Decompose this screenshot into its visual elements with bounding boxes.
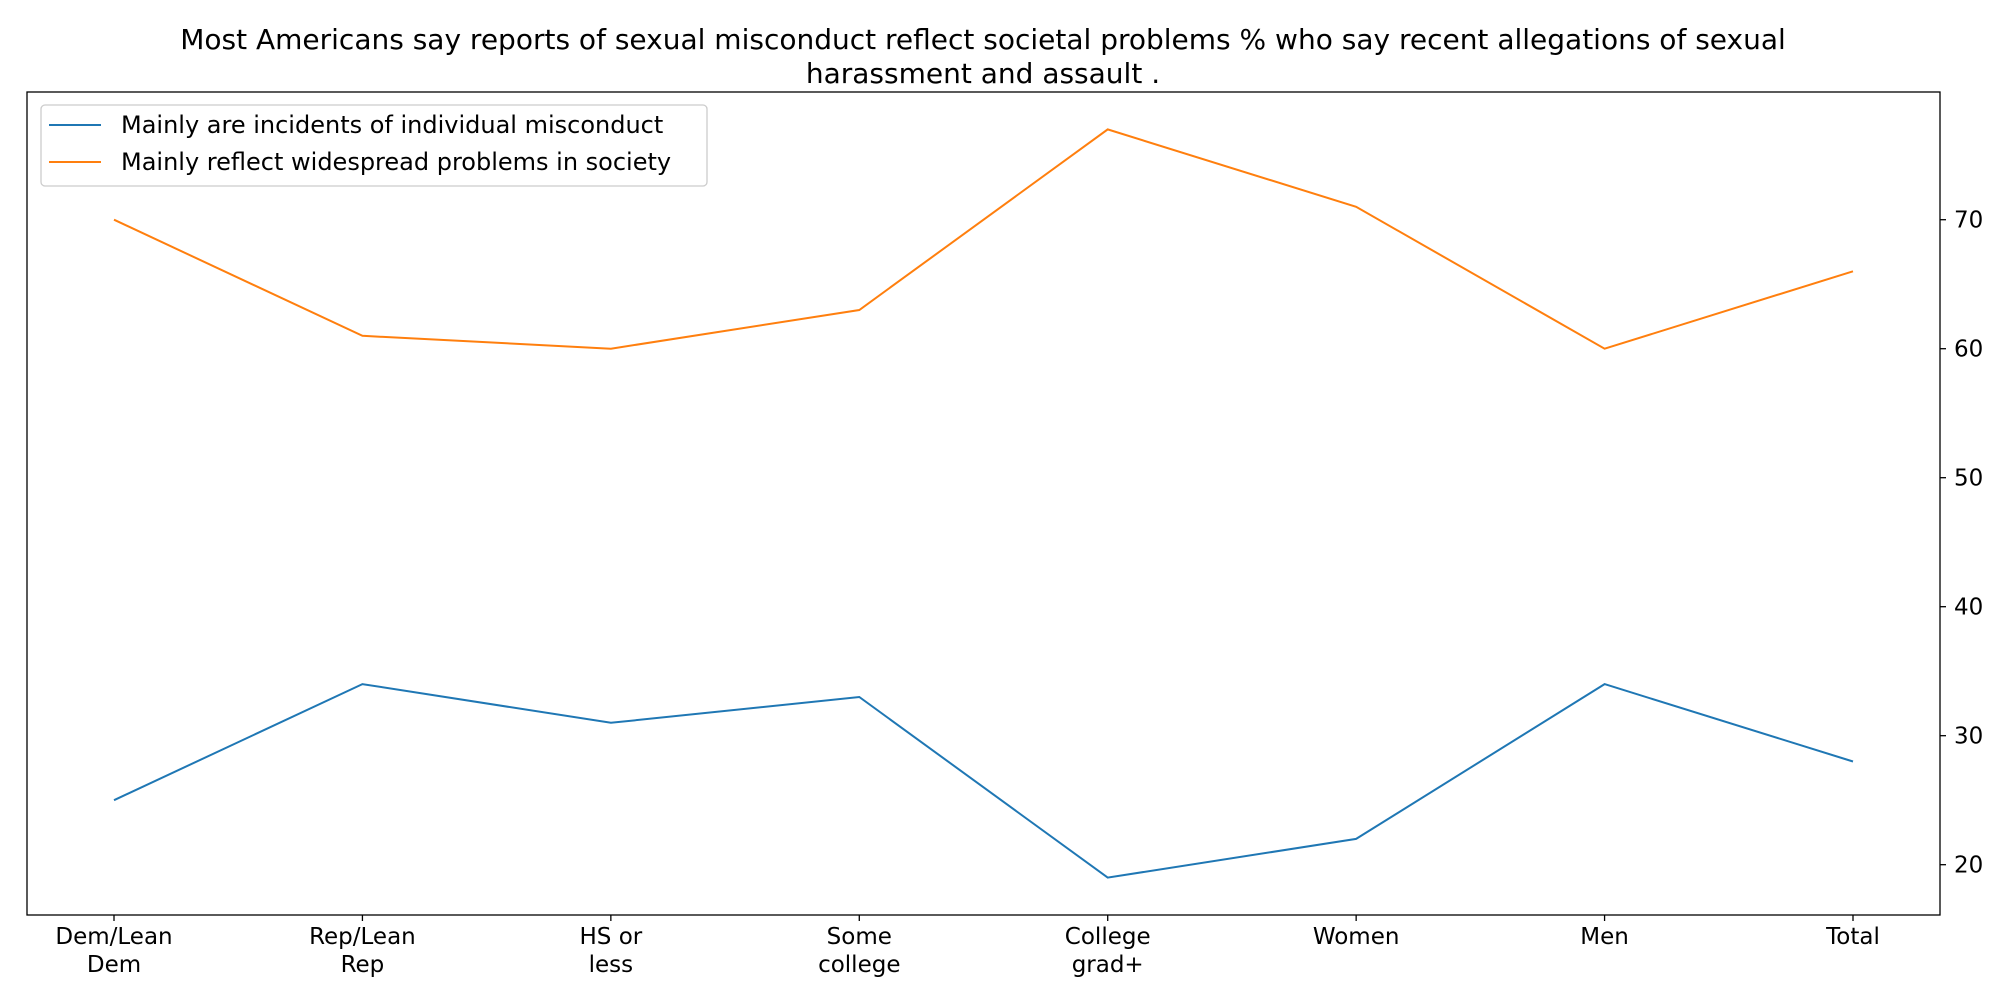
legend-box bbox=[40, 104, 708, 187]
series-line-2 bbox=[113, 128, 1854, 350]
legend: Mainly are incidents of individual misco… bbox=[40, 104, 708, 187]
y-tick-label: 70 bbox=[1954, 208, 1983, 234]
y-tick-label: 40 bbox=[1954, 595, 1983, 621]
x-tick-label: HS or bbox=[579, 924, 642, 950]
x-tick-label: College bbox=[1065, 924, 1151, 950]
y-axis: 20 30 40 50 60 70 bbox=[1940, 208, 1983, 879]
chart-title-line-2: harassment and assault . bbox=[806, 57, 1160, 90]
y-tick-label: 50 bbox=[1954, 466, 1983, 492]
y-tick-label: 30 bbox=[1954, 724, 1983, 750]
legend-label-1: Mainly are incidents of individual misco… bbox=[121, 111, 663, 139]
series-line-1 bbox=[113, 683, 1854, 879]
chart-title: Most Americans say reports of sexual mis… bbox=[180, 23, 1786, 90]
y-tick-label: 20 bbox=[1954, 853, 1983, 879]
x-tick-label: Dem/Lean bbox=[55, 924, 172, 950]
x-tick-label: Total bbox=[1825, 924, 1880, 950]
x-tick-label: less bbox=[589, 952, 634, 978]
x-tick-label: college bbox=[818, 952, 900, 978]
legend-label-2: Mainly reflect widespread problems in so… bbox=[121, 148, 671, 176]
plot-area bbox=[26, 91, 1941, 916]
x-tick-label: Women bbox=[1313, 924, 1400, 950]
chart-title-line-1: Most Americans say reports of sexual mis… bbox=[180, 23, 1786, 56]
x-tick-label: grad+ bbox=[1072, 952, 1144, 978]
series-layer bbox=[113, 128, 1854, 879]
x-tick-label: Some bbox=[827, 924, 892, 950]
y-tick-label: 60 bbox=[1954, 337, 1983, 363]
x-tick-label: Dem bbox=[87, 952, 141, 978]
x-tick-label: Men bbox=[1580, 924, 1629, 950]
x-tick-label: Rep bbox=[341, 952, 385, 978]
x-tick-label: Rep/Lean bbox=[309, 924, 416, 950]
